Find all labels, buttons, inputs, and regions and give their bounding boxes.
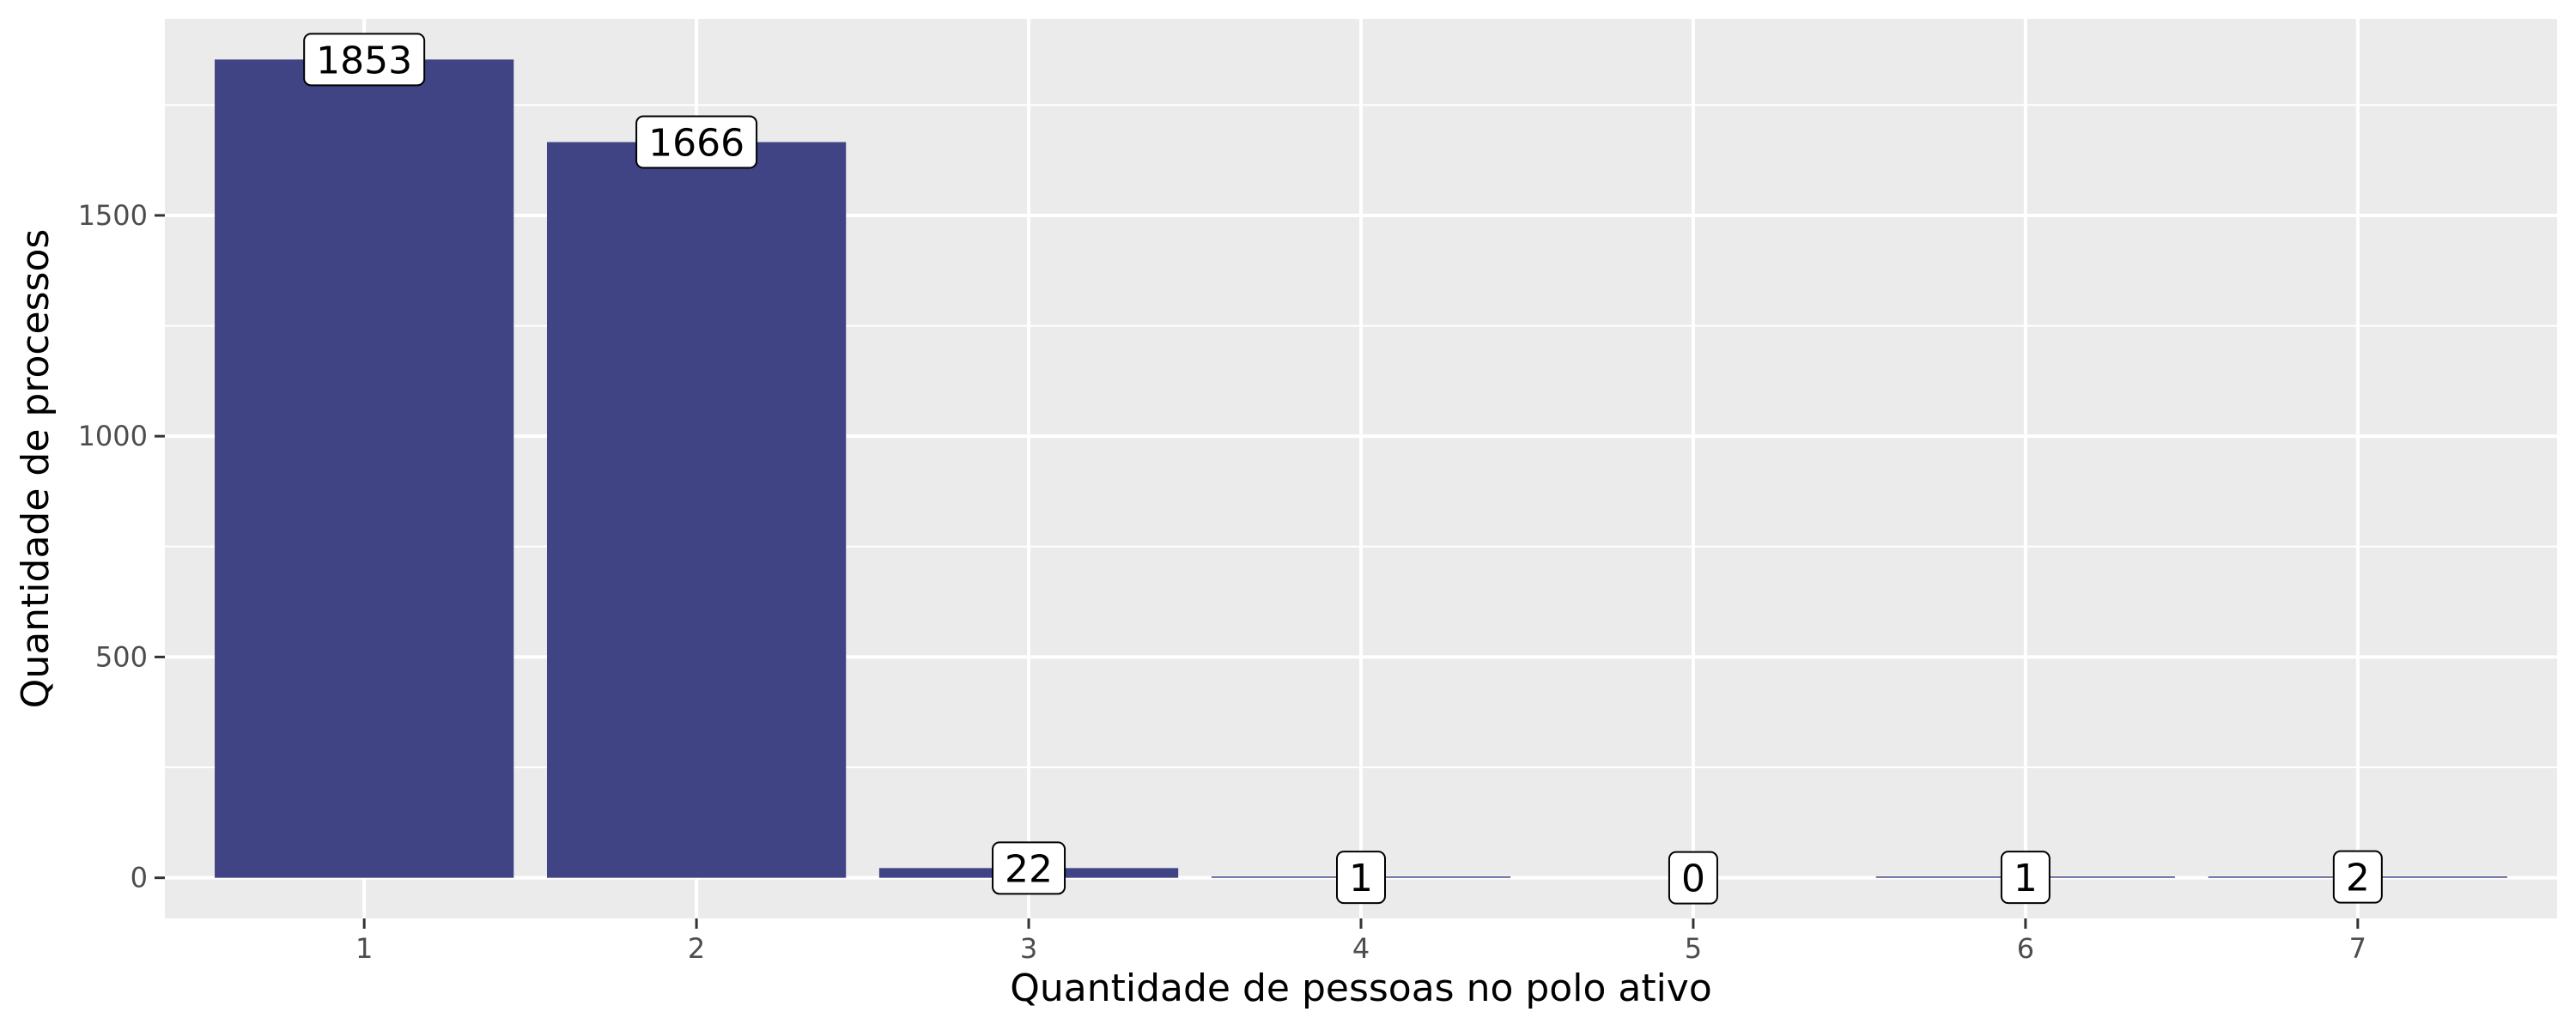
data-label: 1 xyxy=(2000,851,2050,905)
x-tick-label: 1 xyxy=(355,932,373,965)
x-axis-title: Quantidade de pessoas no polo ativo xyxy=(1010,966,1712,1010)
data-label-box xyxy=(2000,851,2050,905)
x-axis: 1 2 3 4 5 6 7 xyxy=(355,918,2366,965)
data-label-text: 1666 xyxy=(648,122,744,166)
data-labels: 1853 1666 22 1 0 1 2 xyxy=(303,33,2383,905)
y-tick-label: 1000 xyxy=(78,420,148,452)
data-label: 2 xyxy=(2332,850,2383,904)
y-tick-label: 500 xyxy=(95,640,148,673)
data-label-box xyxy=(2332,850,2383,904)
data-label: 1 xyxy=(1336,851,1386,905)
x-tick-label: 5 xyxy=(1685,932,1702,965)
y-tick-label: 1500 xyxy=(78,199,148,232)
y-tick-label: 0 xyxy=(131,862,148,894)
data-label: 1666 xyxy=(635,115,758,169)
data-label: 22 xyxy=(992,841,1066,895)
data-label: 1853 xyxy=(303,33,426,87)
data-label-box xyxy=(1336,851,1386,905)
bar xyxy=(215,59,514,878)
data-label-box xyxy=(1668,851,1718,905)
data-label-text: 2 xyxy=(2346,857,2370,900)
data-label-box xyxy=(635,115,758,169)
data-label-text: 1853 xyxy=(316,39,412,82)
x-tick-label: 4 xyxy=(1352,932,1370,965)
data-label-text: 1 xyxy=(1349,857,1373,900)
data-label-text: 22 xyxy=(1005,847,1053,891)
data-label-box xyxy=(992,841,1066,895)
bar xyxy=(546,142,847,878)
x-tick-label: 3 xyxy=(1020,932,1037,965)
x-tick-label: 7 xyxy=(2349,932,2366,965)
bars xyxy=(215,59,2507,878)
data-label-box xyxy=(303,33,426,87)
x-tick-label: 2 xyxy=(688,932,705,965)
data-label-text: 0 xyxy=(1681,857,1705,901)
y-axis-title: Quantidade de processos xyxy=(14,229,58,709)
data-label: 0 xyxy=(1668,851,1718,905)
y-axis: 0 500 1000 1500 xyxy=(78,199,165,894)
data-label-text: 1 xyxy=(2014,857,2038,900)
x-tick-label: 6 xyxy=(2017,932,2034,965)
